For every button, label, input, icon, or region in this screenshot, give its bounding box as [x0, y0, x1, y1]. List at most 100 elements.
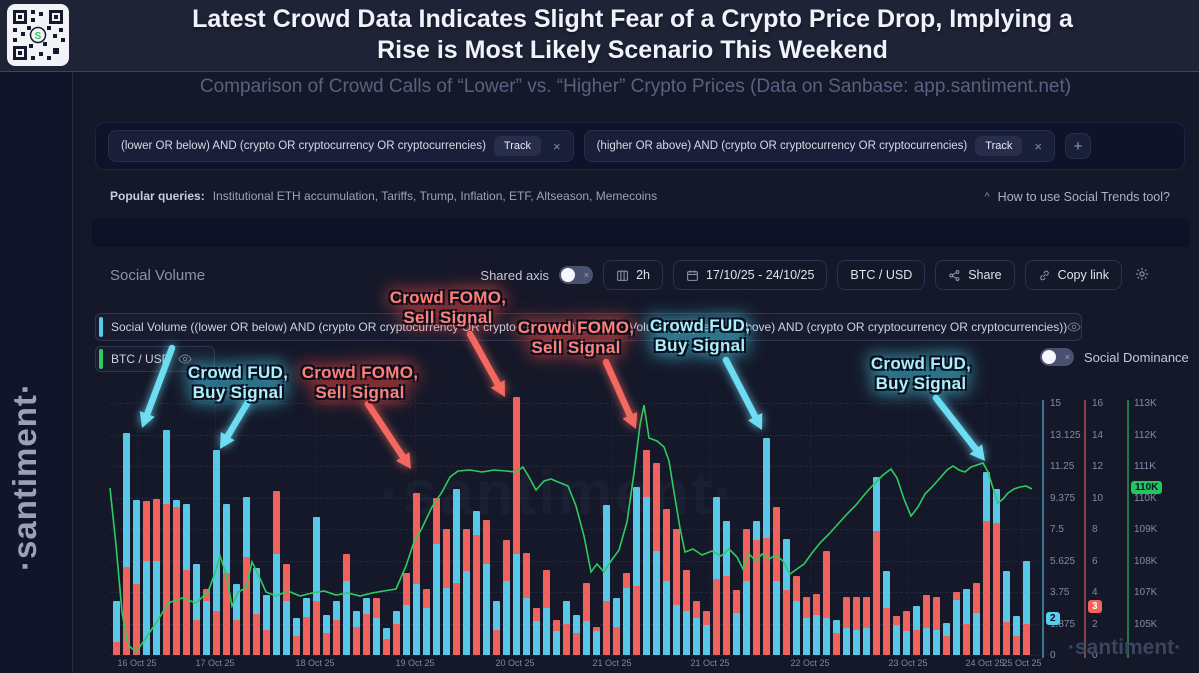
bar-social-volume-higher	[723, 576, 730, 655]
annotation-line: Sell Signal	[315, 383, 405, 403]
y-axis-social-volume-lower-tick: 7.5	[1050, 524, 1064, 535]
toolbar-controls: Shared axis × 2h 17/10/25 - 24/10/25 BTC…	[480, 260, 1152, 290]
annotation-line: Crowd FOMO,	[517, 318, 635, 337]
x-axis-label: 23 Oct 25	[888, 658, 928, 668]
y-axis-social-volume-higher-current-value-badge: 3	[1088, 600, 1102, 613]
bar-social-volume-higher	[243, 557, 250, 655]
page-subtitle: Comparison of Crowd Calls of “Lower” vs.…	[199, 76, 1072, 97]
remove-query-icon[interactable]: ×	[1034, 138, 1042, 154]
copy-link-label: Copy link	[1057, 268, 1109, 282]
y-axis-btc-price-tick: 109K	[1134, 524, 1158, 535]
bar-social-volume-higher	[113, 642, 120, 655]
bar-social-volume-higher	[363, 614, 370, 655]
y-axis-social-volume-higher-tick: 10	[1092, 492, 1104, 504]
how-to-use-label: How to use Social Trends tool?	[997, 190, 1170, 204]
x-axis-label: 18 Oct 25	[295, 658, 335, 668]
query-text: (lower OR below) AND (crypto OR cryptocu…	[121, 140, 486, 152]
popular-queries-list[interactable]: Institutional ETH accumulation, Tariffs,…	[212, 189, 658, 203]
bar-social-volume-higher	[173, 506, 180, 655]
y-axis-social-volume-higher	[1084, 400, 1086, 658]
bar-social-volume-lower	[843, 628, 850, 655]
bar-social-volume-higher	[223, 573, 230, 655]
shared-axis-toggle[interactable]: ×	[559, 266, 594, 284]
bar-social-volume-higher	[133, 584, 140, 655]
track-button[interactable]: Track	[975, 136, 1023, 156]
bar-social-volume-lower	[543, 607, 550, 655]
y-axis-social-volume-higher-tick: 6	[1092, 555, 1098, 567]
bar-social-volume-higher	[123, 566, 130, 655]
y-axis-social-volume-lower-tick: 3.75	[1050, 587, 1070, 598]
x-axis-label: 25 Oct 25	[1002, 658, 1042, 668]
query-chip-higher[interactable]: (higher OR above) AND (crypto OR cryptoc…	[583, 130, 1055, 162]
y-axis-btc-price-tick: 110K	[1134, 492, 1157, 504]
bar-social-volume-lower	[153, 560, 160, 655]
bar-social-volume-higher	[763, 538, 770, 655]
how-to-use-link[interactable]: ^ How to use Social Trends tool?	[985, 190, 1171, 204]
bar-social-volume-lower	[933, 629, 940, 655]
bar-social-volume-lower	[423, 607, 430, 655]
santiment-watermark: ·santiment·	[1068, 636, 1182, 659]
visibility-eye-icon[interactable]	[1067, 320, 1081, 334]
visibility-eye-icon[interactable]	[178, 352, 192, 366]
toggle-knob	[561, 268, 576, 282]
bar-social-volume-higher	[293, 636, 300, 655]
y-axis-social-volume-higher-tick: 4	[1092, 587, 1098, 598]
bar-social-volume-higher	[383, 639, 390, 655]
y-axis-social-volume-higher-tick: 14	[1092, 429, 1104, 441]
bar-social-volume-lower	[443, 587, 450, 655]
y-axis-btc-price	[1127, 400, 1129, 658]
track-button[interactable]: Track	[493, 136, 541, 156]
bar-social-volume-lower	[203, 601, 210, 655]
annotation-line: Buy Signal	[654, 336, 746, 356]
interval-button[interactable]: 2h	[603, 260, 663, 290]
shared-axis-label: Shared axis	[480, 267, 550, 283]
bar-social-volume-lower	[773, 581, 780, 655]
bar-social-volume-lower	[683, 611, 690, 655]
asset-pair-button[interactable]: BTC / USD	[837, 260, 926, 290]
bar-social-volume-higher	[453, 582, 460, 655]
bar-social-volume-lower	[803, 618, 810, 655]
bar-social-volume-higher	[353, 626, 360, 655]
add-query-button[interactable]: +	[1064, 133, 1091, 159]
share-button[interactable]: Share	[935, 260, 1015, 290]
social-dominance-toggle[interactable]: ×	[1040, 348, 1074, 366]
bar-social-volume-lower	[593, 631, 600, 655]
gridline-horizontal	[110, 655, 1038, 656]
left-sidebar: ·santiment·	[0, 71, 73, 673]
bar-social-volume-lower	[903, 631, 910, 655]
settings-button[interactable]	[1132, 264, 1152, 287]
bar-social-volume-higher	[313, 601, 320, 655]
santiment-vertical-brand: ·santiment·	[6, 382, 43, 571]
interval-label: 2h	[636, 268, 650, 282]
annotation-line: Sell Signal	[531, 338, 621, 358]
x-axis-label: 22 Oct 25	[790, 658, 830, 668]
annotation-line: Buy Signal	[875, 374, 967, 394]
annotation-line: Crowd FUD,	[870, 354, 972, 373]
bar-social-volume-lower	[413, 584, 420, 655]
bar-social-volume-lower	[143, 560, 150, 655]
legend-social-volume[interactable]: Social Volume ((lower OR below) AND (cry…	[95, 313, 1082, 341]
bar-social-volume-higher	[1003, 621, 1010, 655]
query-chip-lower[interactable]: (lower OR below) AND (crypto OR cryptocu…	[108, 130, 574, 162]
bar-social-volume-higher	[943, 636, 950, 655]
y-axis-social-volume-lower-tick: 1.875	[1050, 618, 1076, 630]
y-axis-btc-price-tick: 113K	[1134, 398, 1157, 409]
bar-social-volume-higher	[213, 610, 220, 655]
collapsed-panel[interactable]	[92, 218, 1190, 247]
copy-link-button[interactable]: Copy link	[1024, 260, 1122, 290]
btc-color-swatch	[99, 349, 103, 369]
bar-social-volume-higher	[873, 530, 880, 655]
bar-social-volume-lower	[923, 628, 930, 655]
annotation-crowd-fomo-sell-signal: Crowd FOMO, Sell Signal	[302, 363, 419, 403]
gridline-horizontal	[110, 434, 1038, 436]
asset-pair-label: BTC / USD	[850, 268, 913, 282]
annotation-crowd-fud-buy-signal: Crowd FUD, Buy Signal	[188, 363, 288, 403]
bar-social-volume-higher	[783, 590, 790, 655]
series-lower-label: Social Volume ((lower OR below) AND (cry…	[111, 320, 580, 334]
bar-social-volume-lower	[793, 601, 800, 655]
bar-social-volume-higher	[233, 620, 240, 655]
bar-social-volume-higher	[913, 629, 920, 655]
date-range-button[interactable]: 17/10/25 - 24/10/25	[672, 260, 828, 290]
remove-query-icon[interactable]: ×	[553, 138, 561, 154]
annotation-line: Crowd FUD,	[187, 363, 289, 382]
